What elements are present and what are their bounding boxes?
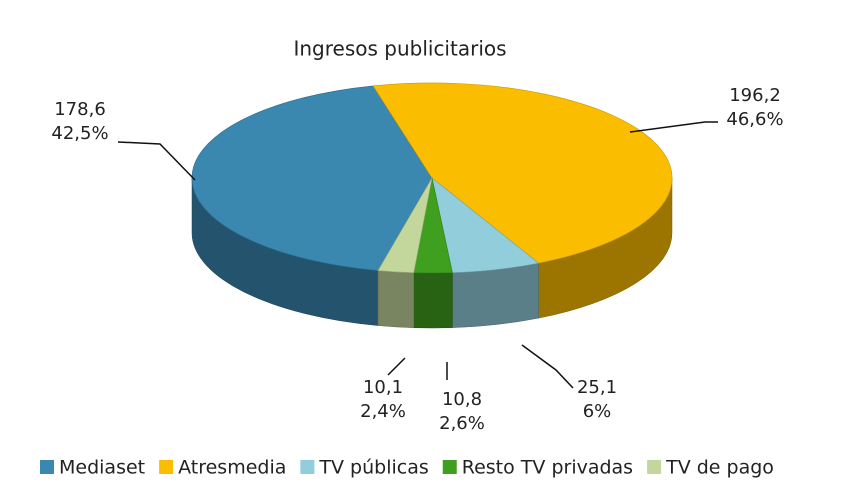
legend-text: TV públicas — [318, 457, 428, 479]
slice-side — [377, 270, 415, 328]
legend-text: Mediaset — [59, 457, 145, 479]
legend-swatch — [442, 460, 457, 474]
legend-text: TV de pago — [665, 457, 774, 479]
data-label: 178,6 — [54, 99, 106, 120]
slice-side — [413, 272, 453, 329]
slice-side — [452, 262, 539, 328]
percent-label: 6% — [583, 401, 612, 422]
leader-line — [629, 121, 718, 133]
percent-label: 2,6% — [439, 413, 485, 434]
slice — [377, 177, 433, 274]
legend-swatch — [647, 460, 662, 474]
leader-line — [117, 141, 196, 181]
legend-swatch — [159, 460, 174, 474]
data-label: 10,1 — [363, 377, 403, 398]
data-label: 196,2 — [729, 85, 781, 106]
data-label: 25,1 — [577, 377, 617, 398]
legend-swatch — [300, 460, 315, 474]
legend-text: Atresmedia — [178, 457, 286, 479]
slice — [372, 82, 673, 264]
leader-line — [387, 357, 406, 376]
leader-line — [521, 344, 574, 389]
percent-label: 46,6% — [726, 109, 783, 130]
percent-label: 2,4% — [360, 401, 406, 422]
legend-text: Resto TV privadas — [462, 457, 633, 479]
legend-swatch — [40, 460, 54, 474]
chart-title: Ingresos publicitarios — [293, 37, 506, 61]
slice — [191, 85, 433, 271]
data-label: 10,8 — [442, 389, 482, 410]
percent-label: 42,5% — [51, 123, 108, 144]
